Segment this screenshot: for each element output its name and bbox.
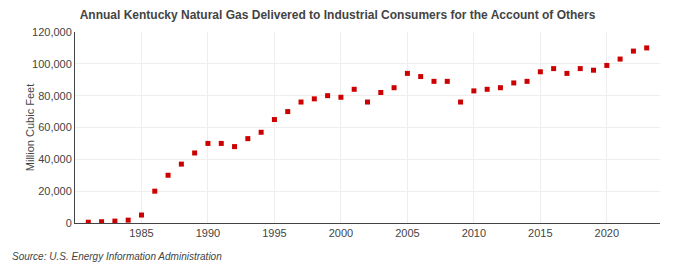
svg-text:2005: 2005 — [395, 227, 419, 239]
svg-text:Million Cubic Feet: Million Cubic Feet — [24, 84, 36, 171]
svg-text:2000: 2000 — [329, 227, 353, 239]
svg-text:2015: 2015 — [528, 227, 552, 239]
svg-text:60,000: 60,000 — [38, 121, 72, 133]
svg-text:Source: U.S. Energy Informatio: Source: U.S. Energy Information Administ… — [12, 251, 222, 262]
svg-text:120,000: 120,000 — [32, 26, 72, 38]
svg-text:1985: 1985 — [129, 227, 153, 239]
svg-text:20,000: 20,000 — [38, 185, 72, 197]
svg-text:2010: 2010 — [462, 227, 486, 239]
svg-text:1990: 1990 — [196, 227, 220, 239]
svg-text:40,000: 40,000 — [38, 153, 72, 165]
svg-text:100,000: 100,000 — [32, 58, 72, 70]
svg-text:1995: 1995 — [262, 227, 286, 239]
svg-text:2020: 2020 — [595, 227, 619, 239]
svg-text:80,000: 80,000 — [38, 90, 72, 102]
svg-text:Annual Kentucky Natural Gas De: Annual Kentucky Natural Gas Delivered to… — [80, 8, 596, 22]
svg-text:0: 0 — [66, 217, 72, 229]
